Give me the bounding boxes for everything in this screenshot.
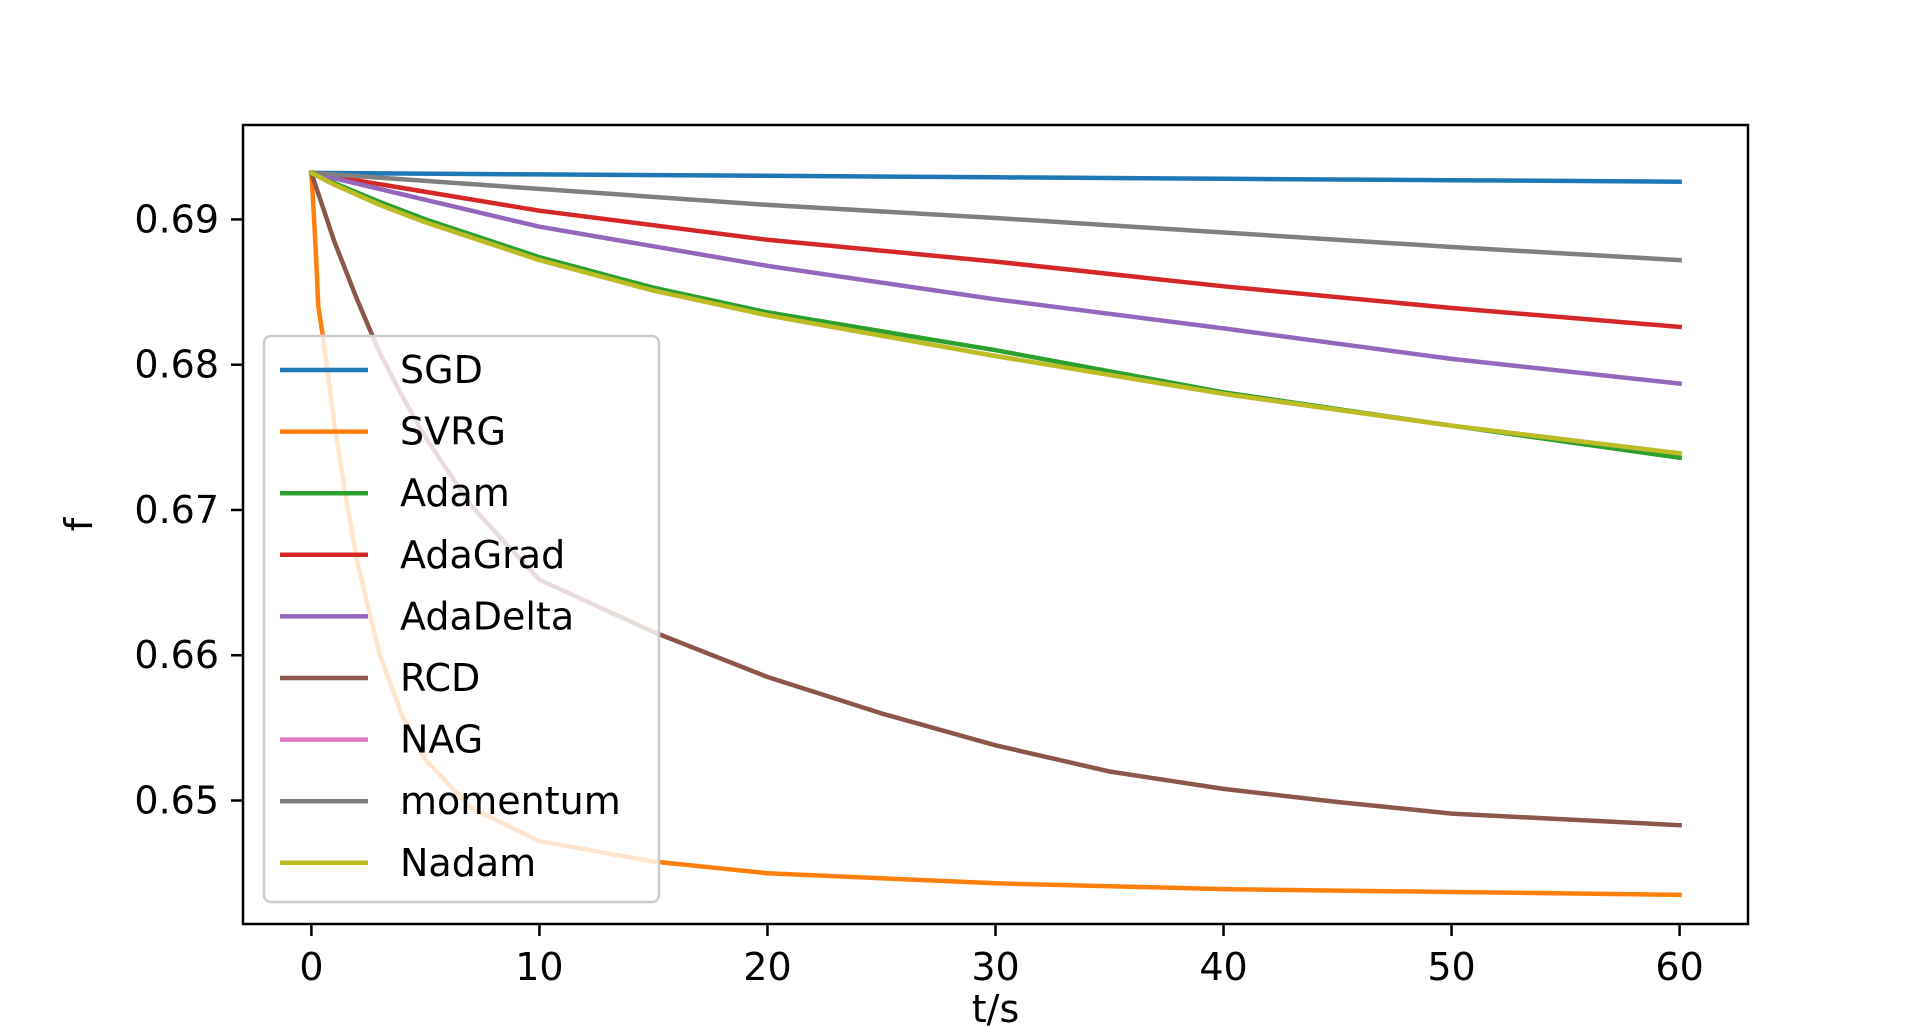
x-tick-label: 30 bbox=[971, 945, 1019, 989]
series-line-sgd bbox=[309, 170, 1682, 184]
y-tick-label: 0.65 bbox=[134, 779, 219, 823]
y-tick-label: 0.68 bbox=[134, 343, 219, 387]
y-tick-label: 0.67 bbox=[134, 488, 219, 532]
legend-label-rcd: RCD bbox=[400, 656, 480, 700]
series-line-momentum bbox=[308, 170, 1682, 263]
x-axis: 0 10 20 30 40 50 60 bbox=[299, 924, 1704, 989]
legend-label-adagrad: AdaGrad bbox=[400, 533, 565, 577]
x-tick-label: 20 bbox=[743, 945, 791, 989]
legend-label-nag: NAG bbox=[400, 718, 483, 762]
x-axis-label: t/s bbox=[972, 987, 1020, 1027]
x-tick-label: 40 bbox=[1199, 945, 1247, 989]
legend-label-nadam: Nadam bbox=[400, 841, 536, 885]
x-tick-label: 60 bbox=[1655, 945, 1703, 989]
legend-label-adam: Adam bbox=[400, 471, 510, 515]
series-line-nadam bbox=[308, 169, 1683, 456]
legend-box bbox=[262, 334, 661, 904]
y-axis: 0.65 0.66 0.67 0.68 0.69 bbox=[134, 197, 243, 823]
series-line-adadelta bbox=[308, 170, 1683, 387]
x-tick-label: 10 bbox=[515, 945, 563, 989]
x-tick-label: 0 bbox=[299, 945, 323, 989]
legend-label-svrg: SVRG bbox=[400, 410, 506, 454]
y-axis-label: f bbox=[57, 516, 101, 531]
legend-label-momentum: momentum bbox=[400, 779, 621, 823]
legend: SGD SVRG Adam AdaGrad AdaDelta RCD NAG momentum… bbox=[262, 334, 661, 904]
series-line-adagrad bbox=[308, 170, 1683, 330]
legend-label-adadelta: AdaDelta bbox=[400, 594, 574, 638]
y-tick-label: 0.69 bbox=[134, 197, 219, 241]
y-tick-label: 0.66 bbox=[134, 633, 219, 677]
legend-label-sgd: SGD bbox=[400, 348, 483, 392]
x-tick-label: 50 bbox=[1427, 945, 1475, 989]
